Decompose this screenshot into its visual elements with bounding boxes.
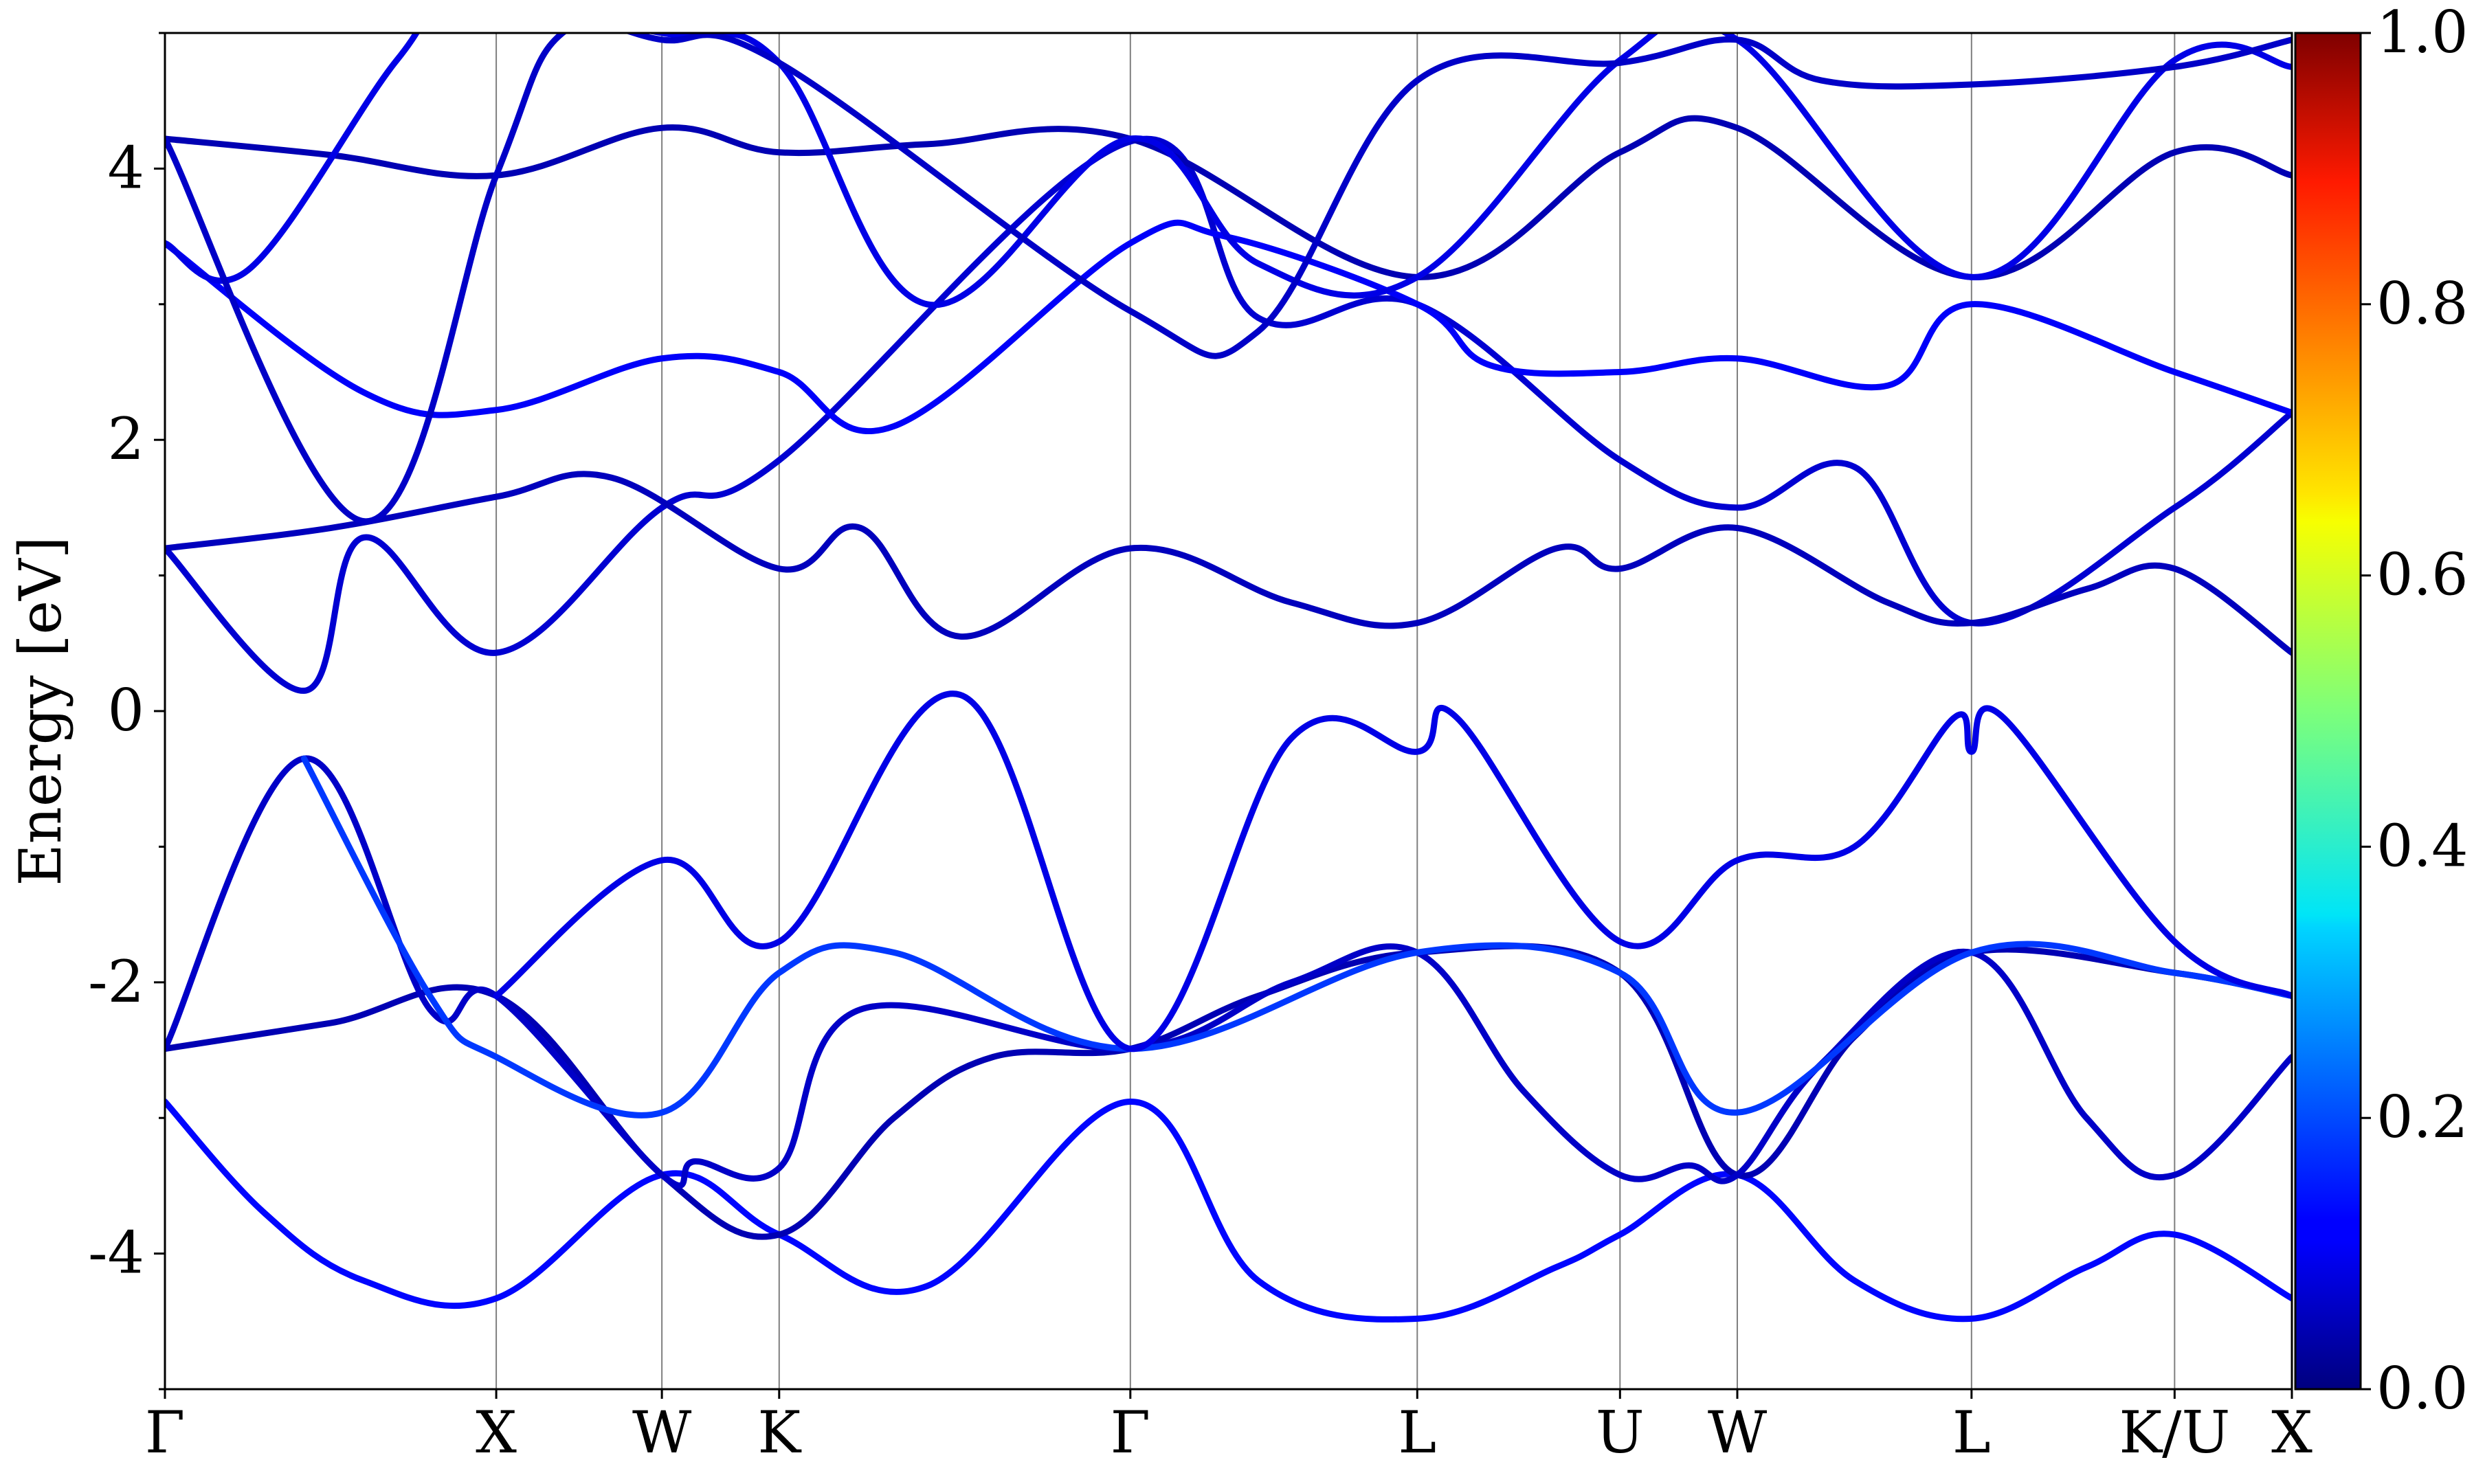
y-tick-label: 2 [108,405,144,473]
band-line-4 [493,690,2292,1053]
band-line-6 [165,471,2292,656]
colorbar-tick-label: 0.2 [2376,1083,2469,1151]
band-line-8 [165,115,2292,280]
y-tick-label: 0 [108,677,144,744]
colorbar [2294,32,2362,1391]
x-tick-label: X [2271,1399,2313,1466]
y-tick-label: -4 [88,1219,144,1287]
y-tick-label: -2 [88,948,144,1015]
band-line-3 [300,755,2292,1118]
colorbar-tick-label: 0.8 [2376,270,2469,337]
x-tick-label: K/U [2119,1399,2230,1466]
y-axis-label: Energy [eV] [7,536,74,886]
colorbar-tick-label: 0.4 [2376,812,2469,879]
x-tick-label: Γ [1111,1399,1150,1466]
band-line-10 [165,33,2292,525]
x-tick-label: W [632,1399,692,1466]
colorbar-axis: 0.0 0.2 0.4 0.6 0.8 1.0 [2361,0,2469,1422]
bands-group [165,33,2292,1323]
colorbar-tick-label: 0.6 [2376,541,2469,609]
x-tick-label: U [1596,1399,1645,1466]
x-tick-label: Γ [145,1399,185,1466]
y-tick-label: 4 [108,134,144,201]
band-line-0 [165,1099,2292,1323]
band-line-2 [165,755,2292,1189]
high-symmetry-gridlines [495,33,2176,1389]
band-line-9 [165,33,2292,308]
colorbar-tick-label: 1.0 [2376,0,2469,66]
x-tick-label: X [476,1399,517,1466]
colorbar-tick-label: 0.0 [2376,1355,2469,1422]
y-axis: -4 -2 0 2 4 [88,32,165,1391]
x-tick-label: K [757,1399,802,1466]
band-line-1 [165,943,2292,1240]
x-tick-label: L [1952,1399,1991,1466]
x-axis: Γ X W K Γ L U W L K/U X [145,1389,2313,1466]
x-tick-label: L [1398,1399,1436,1466]
band-line-7 [165,219,2292,434]
x-tick-label: W [1708,1399,1768,1466]
